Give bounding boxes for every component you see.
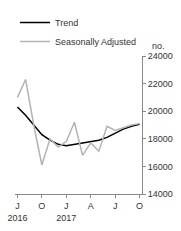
svg-text:A: A	[88, 201, 94, 211]
svg-text:J2017: J2017	[56, 201, 76, 223]
svg-text:O: O	[136, 201, 143, 211]
svg-text:J: J	[113, 201, 118, 211]
svg-text:18000: 18000	[148, 134, 173, 144]
svg-text:16000: 16000	[148, 162, 173, 172]
svg-text:22000: 22000	[148, 79, 173, 89]
svg-text:Trend: Trend	[55, 18, 78, 28]
svg-text:14000: 14000	[148, 189, 173, 199]
svg-text:J2016: J2016	[7, 201, 27, 223]
svg-text:O: O	[38, 201, 45, 211]
svg-text:Seasonally Adjusted: Seasonally Adjusted	[55, 37, 136, 47]
svg-text:20000: 20000	[148, 106, 173, 116]
svg-text:no.: no.	[152, 41, 165, 51]
svg-text:24000: 24000	[148, 51, 173, 61]
